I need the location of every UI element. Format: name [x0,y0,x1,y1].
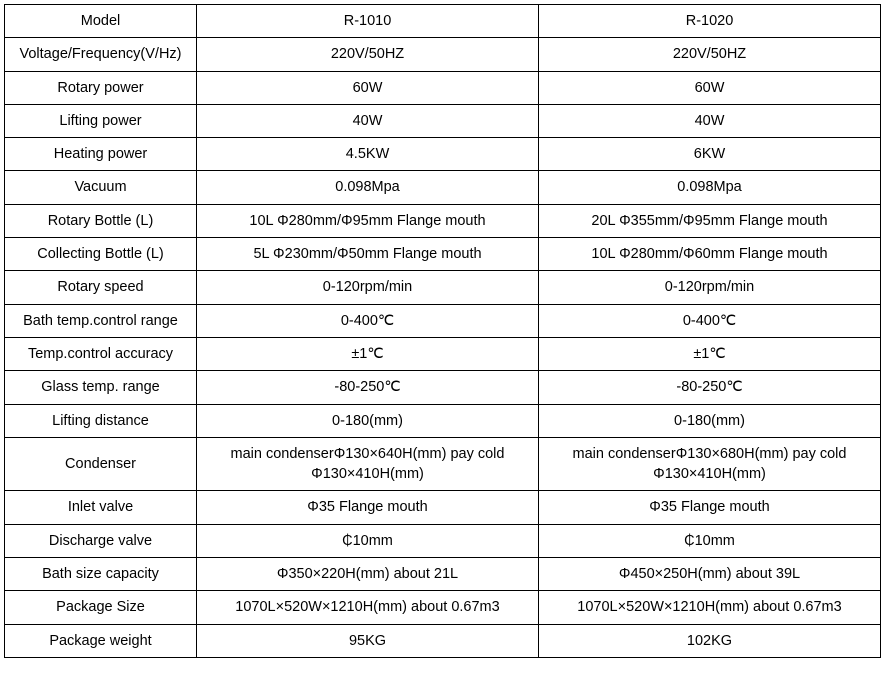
cell-model1: Φ35 Flange mouth [197,491,539,524]
cell-model2: Φ450×250H(mm) about 39L [539,558,881,591]
cell-model1: 60W [197,71,539,104]
table-row: ModelR-1010R-1020 [5,5,881,38]
table-row: Package weight95KG102KG [5,624,881,657]
row-label: Vacuum [5,171,197,204]
cell-model2: 10L Φ280mm/Φ60mm Flange mouth [539,238,881,271]
spec-table: ModelR-1010R-1020Voltage/Frequency(V/Hz)… [4,4,881,658]
cell-model2: main condenserΦ130×680H(mm) pay cold Φ13… [539,437,881,491]
cell-model1: 5L Φ230mm/Φ50mm Flange mouth [197,238,539,271]
cell-model1: ±1℃ [197,337,539,370]
cell-model1: 4.5KW [197,138,539,171]
cell-model1: -80-250℃ [197,371,539,404]
cell-model2: 0-120rpm/min [539,271,881,304]
row-label: Voltage/Frequency(V/Hz) [5,38,197,71]
cell-model1: Φ350×220H(mm) about 21L [197,558,539,591]
table-row: Condensermain condenserΦ130×640H(mm) pay… [5,437,881,491]
cell-model1: 0.098Mpa [197,171,539,204]
table-row: Glass temp. range-80-250℃-80-250℃ [5,371,881,404]
row-label: Rotary speed [5,271,197,304]
cell-model1: R-1010 [197,5,539,38]
cell-model1: 40W [197,104,539,137]
table-row: Bath temp.control range0-400℃0-400℃ [5,304,881,337]
cell-model2: 40W [539,104,881,137]
table-row: Inlet valveΦ35 Flange mouthΦ35 Flange mo… [5,491,881,524]
cell-model2: -80-250℃ [539,371,881,404]
row-label: Lifting distance [5,404,197,437]
row-label: Rotary Bottle (L) [5,204,197,237]
cell-model2: ±1℃ [539,337,881,370]
cell-model1: 1070L×520W×1210H(mm) about 0.67m3 [197,591,539,624]
table-row: Lifting power40W40W [5,104,881,137]
cell-model1: 220V/50HZ [197,38,539,71]
cell-model2: 60W [539,71,881,104]
table-row: Vacuum0.098Mpa0.098Mpa [5,171,881,204]
cell-model2: 220V/50HZ [539,38,881,71]
table-row: Package Size1070L×520W×1210H(mm) about 0… [5,591,881,624]
cell-model1: main condenserΦ130×640H(mm) pay cold Φ13… [197,437,539,491]
table-row: Collecting Bottle (L)5L Φ230mm/Φ50mm Fla… [5,238,881,271]
table-row: Rotary Bottle (L)10L Φ280mm/Φ95mm Flange… [5,204,881,237]
row-label: Condenser [5,437,197,491]
cell-model1: 95KG [197,624,539,657]
row-label: Rotary power [5,71,197,104]
row-label: Lifting power [5,104,197,137]
table-row: Rotary speed0-120rpm/min0-120rpm/min [5,271,881,304]
cell-model1: 0-400℃ [197,304,539,337]
cell-model2: 20L Φ355mm/Φ95mm Flange mouth [539,204,881,237]
table-row: Rotary power60W60W [5,71,881,104]
table-row: Heating power4.5KW6KW [5,138,881,171]
table-row: Lifting distance0-180(mm)0-180(mm) [5,404,881,437]
cell-model1: ₵10mm [197,524,539,557]
cell-model2: 0-180(mm) [539,404,881,437]
cell-model2: 0.098Mpa [539,171,881,204]
row-label: Discharge valve [5,524,197,557]
cell-model1: 0-120rpm/min [197,271,539,304]
row-label: Temp.control accuracy [5,337,197,370]
table-row: Discharge valve₵10mm₵10mm [5,524,881,557]
row-label: Collecting Bottle (L) [5,238,197,271]
table-row: Bath size capacityΦ350×220H(mm) about 21… [5,558,881,591]
row-label: Heating power [5,138,197,171]
row-label: Bath temp.control range [5,304,197,337]
row-label: Model [5,5,197,38]
cell-model2: 1070L×520W×1210H(mm) about 0.67m3 [539,591,881,624]
row-label: Bath size capacity [5,558,197,591]
row-label: Package weight [5,624,197,657]
cell-model2: R-1020 [539,5,881,38]
row-label: Package Size [5,591,197,624]
table-row: Voltage/Frequency(V/Hz)220V/50HZ220V/50H… [5,38,881,71]
cell-model2: Φ35 Flange mouth [539,491,881,524]
cell-model2: 0-400℃ [539,304,881,337]
cell-model2: ₵10mm [539,524,881,557]
table-row: Temp.control accuracy±1℃±1℃ [5,337,881,370]
cell-model2: 6KW [539,138,881,171]
row-label: Inlet valve [5,491,197,524]
cell-model2: 102KG [539,624,881,657]
cell-model1: 10L Φ280mm/Φ95mm Flange mouth [197,204,539,237]
cell-model1: 0-180(mm) [197,404,539,437]
row-label: Glass temp. range [5,371,197,404]
